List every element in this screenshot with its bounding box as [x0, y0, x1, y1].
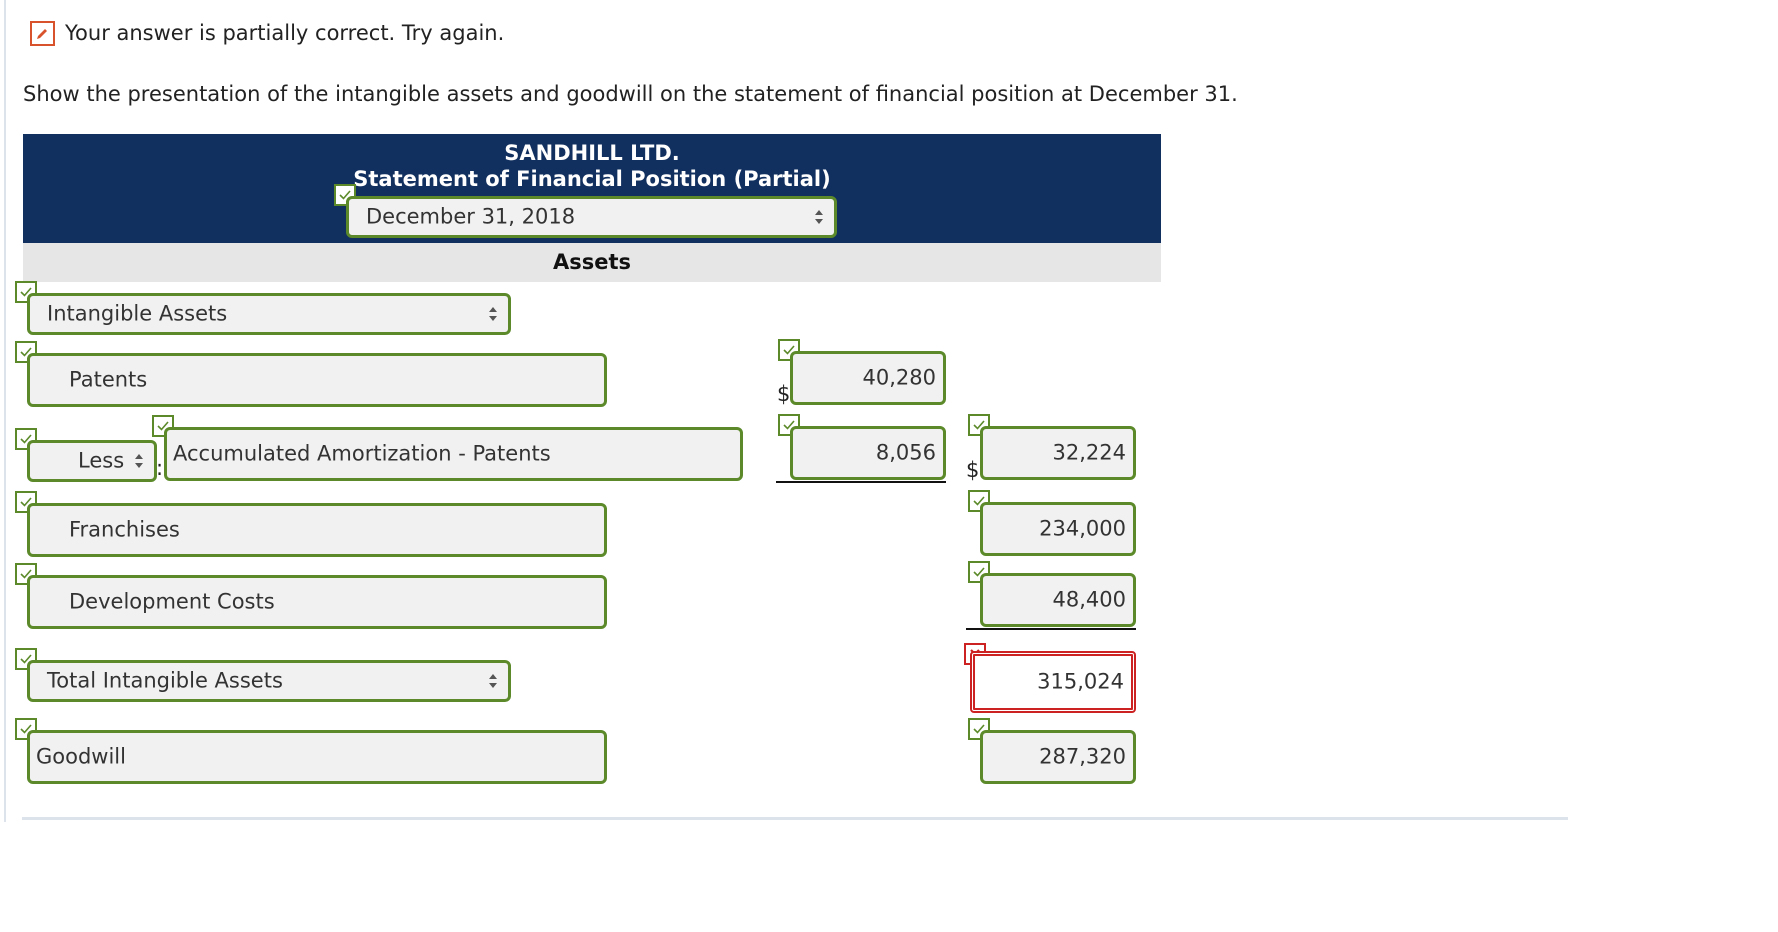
bottom-divider [22, 817, 1568, 820]
accumulated-amortization-amount-input[interactable]: 8,056 [790, 426, 946, 480]
goodwill-field[interactable]: Goodwill [27, 730, 607, 784]
pencil-icon [30, 21, 55, 46]
patents-field[interactable]: Patents [27, 353, 607, 407]
patents-amount-input[interactable]: 40,280 [790, 351, 946, 405]
assets-section-bar [23, 243, 1161, 282]
colon-separator: : [156, 456, 164, 480]
currency-sign: $ [777, 382, 791, 406]
franchises-amount-input[interactable]: 234,000 [980, 502, 1136, 556]
total-intangible-assets-amount-input[interactable]: 315,024 [970, 651, 1136, 713]
left-border [4, 0, 6, 822]
net-patents-amount-input[interactable]: 32,224 [980, 426, 1136, 480]
statement-title: Statement of Financial Position (Partial… [353, 167, 831, 191]
assets-heading: Assets [552, 250, 632, 274]
currency-sign: $ [966, 458, 980, 482]
subtotal-underline [776, 481, 946, 483]
select-arrows-icon [135, 454, 143, 468]
accumulated-amortization-field[interactable]: Accumulated Amortization - Patents [164, 427, 743, 481]
company-name: SANDHILL LTD. [504, 141, 680, 165]
select-arrows-icon [489, 674, 497, 688]
less-select[interactable]: Less [27, 440, 157, 482]
franchises-field[interactable]: Franchises [27, 503, 607, 557]
intangible-assets-select[interactable]: Intangible Assets [27, 293, 511, 335]
feedback-status: Your answer is partially correct. Try ag… [65, 21, 505, 45]
development-costs-amount-input[interactable]: 48,400 [980, 573, 1136, 627]
development-costs-field[interactable]: Development Costs [27, 575, 607, 629]
date-select[interactable]: December 31, 2018 [346, 196, 837, 238]
select-arrows-icon [489, 307, 497, 321]
goodwill-amount-input[interactable]: 287,320 [980, 730, 1136, 784]
total-intangible-assets-select[interactable]: Total Intangible Assets [27, 660, 511, 702]
select-arrows-icon [815, 210, 823, 224]
question-instruction: Show the presentation of the intangible … [23, 82, 1238, 106]
total-underline [966, 628, 1136, 630]
